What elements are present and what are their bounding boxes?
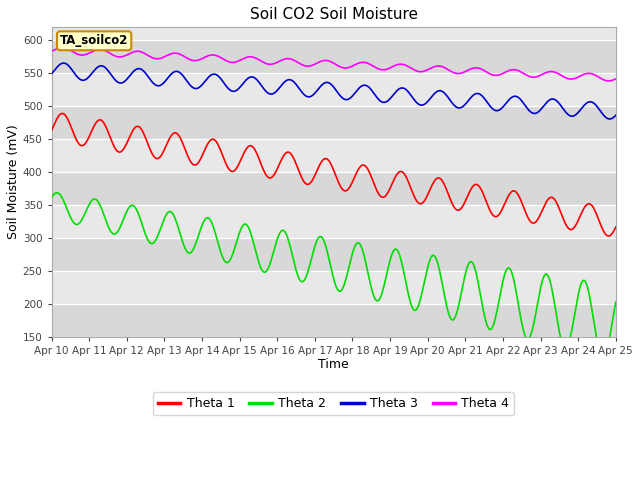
Theta 2 <box>599 355 607 361</box>
Theta 2 <box>323 245 330 251</box>
Line: Theta 3: Theta 3 <box>51 63 616 119</box>
Theta 2 <box>307 257 315 263</box>
Theta 3 <box>307 93 315 99</box>
Bar <box>51 172 616 205</box>
Theta 1 <box>596 219 604 225</box>
Theta 1 <box>596 219 604 225</box>
Theta 4 <box>492 72 500 78</box>
X-axis label: Time: Time <box>318 359 349 372</box>
Theta 1 <box>323 156 330 162</box>
Legend: Theta 1, Theta 2, Theta 3, Theta 4: Theta 1, Theta 2, Theta 3, Theta 4 <box>153 393 515 415</box>
Theta 4 <box>605 78 612 84</box>
Theta 3 <box>323 80 330 85</box>
Bar <box>51 271 616 304</box>
Theta 3 <box>605 116 613 122</box>
Theta 4 <box>323 58 330 63</box>
Line: Theta 2: Theta 2 <box>51 193 616 358</box>
Theta 3 <box>612 112 620 118</box>
Theta 4 <box>307 63 315 69</box>
Theta 3 <box>60 60 67 66</box>
Text: TA_soilco2: TA_soilco2 <box>60 34 129 48</box>
Line: Theta 1: Theta 1 <box>51 113 616 236</box>
Theta 2 <box>596 348 604 354</box>
Line: Theta 4: Theta 4 <box>51 48 616 81</box>
Theta 4 <box>58 45 66 50</box>
Bar <box>51 106 616 139</box>
Bar <box>51 304 616 336</box>
Bar <box>51 205 616 238</box>
Theta 2 <box>47 195 55 201</box>
Theta 3 <box>596 107 604 113</box>
Theta 1 <box>77 143 84 148</box>
Bar <box>51 139 616 172</box>
Theta 1 <box>307 179 315 185</box>
Title: Soil CO2 Soil Moisture: Soil CO2 Soil Moisture <box>250 7 418 22</box>
Theta 1 <box>492 214 500 219</box>
Theta 4 <box>596 74 604 80</box>
Theta 2 <box>77 219 84 225</box>
Theta 4 <box>77 52 84 58</box>
Theta 1 <box>605 233 612 239</box>
Theta 3 <box>47 71 55 77</box>
Theta 4 <box>612 76 620 82</box>
Y-axis label: Soil Moisture (mV): Soil Moisture (mV) <box>7 125 20 240</box>
Theta 1 <box>47 127 55 133</box>
Theta 3 <box>77 77 84 83</box>
Bar <box>51 73 616 106</box>
Bar <box>51 40 616 73</box>
Theta 1 <box>58 110 66 116</box>
Theta 3 <box>596 107 604 112</box>
Theta 2 <box>596 349 604 355</box>
Theta 4 <box>47 48 55 54</box>
Theta 4 <box>596 75 604 81</box>
Theta 2 <box>53 190 61 196</box>
Theta 1 <box>612 224 620 230</box>
Theta 2 <box>612 299 620 305</box>
Theta 2 <box>492 312 500 318</box>
Theta 3 <box>492 108 500 113</box>
Bar <box>51 238 616 271</box>
